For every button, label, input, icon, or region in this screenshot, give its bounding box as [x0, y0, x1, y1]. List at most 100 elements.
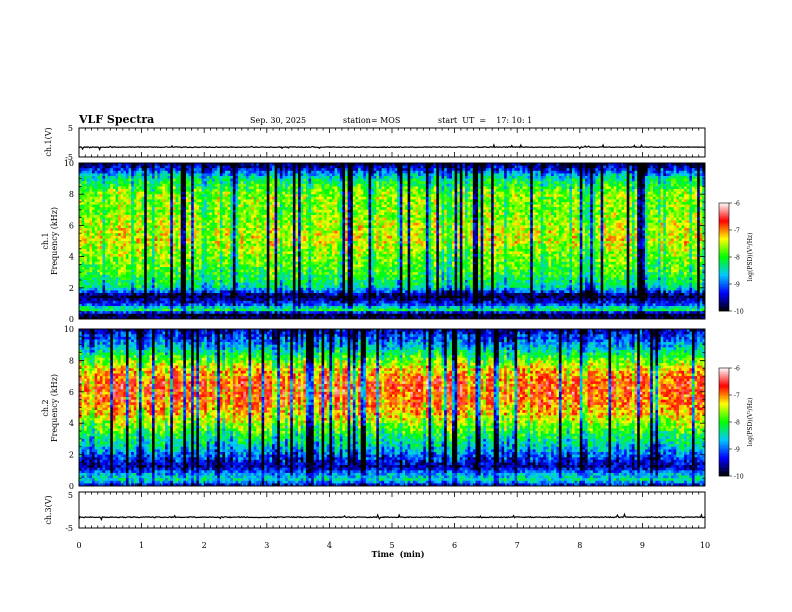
- spectrogram-cell: [217, 316, 221, 320]
- spectrogram-cell: [217, 303, 221, 307]
- spectrogram-cell: [144, 217, 148, 221]
- spectrogram-cell: [84, 176, 88, 179]
- spectrogram-cell: [154, 246, 158, 250]
- spectrogram-cell: [219, 293, 223, 296]
- spectrogram-cell: [178, 306, 182, 309]
- spectrogram-cell: [185, 269, 189, 273]
- spectrogram-cell: [222, 181, 226, 185]
- spectrogram-cell: [274, 222, 278, 226]
- spectrogram-cell: [285, 251, 289, 255]
- spectrogram-cell: [146, 183, 150, 187]
- spectrogram-cell: [118, 220, 122, 224]
- spectrogram-cell: [264, 274, 268, 278]
- spectrogram-cell: [167, 209, 171, 213]
- spectrogram-cell: [219, 204, 223, 208]
- spectrogram-cell: [232, 277, 236, 281]
- spectrogram-cell: [251, 233, 255, 237]
- spectrogram-cell: [185, 303, 189, 307]
- spectrogram-cell: [282, 287, 286, 291]
- spectrogram-cell: [230, 220, 234, 224]
- spectrogram-cell: [227, 272, 231, 276]
- spectrogram-cell: [167, 267, 171, 270]
- spectrogram-cell: [180, 277, 184, 281]
- spectrogram-cell: [165, 241, 169, 244]
- spectrogram-cell: [170, 199, 174, 203]
- spectrogram-cell: [206, 209, 210, 213]
- spectrogram-cell: [141, 256, 145, 260]
- spectrogram-cell: [261, 233, 265, 237]
- spectrogram-cell: [185, 264, 189, 268]
- spectrogram-cell: [240, 303, 244, 307]
- spectrogram-cell: [102, 256, 106, 260]
- spectrogram-cell: [185, 241, 189, 244]
- spectrogram-cell: [212, 243, 216, 247]
- spectrogram-cell: [196, 272, 200, 276]
- spectrogram-cell: [157, 238, 161, 242]
- spectrogram-cell: [204, 191, 208, 195]
- spectrogram-cell: [222, 173, 226, 177]
- spectrogram-cell: [118, 209, 122, 213]
- spectrogram-cell: [144, 261, 148, 265]
- spectrogram-cell: [159, 313, 163, 317]
- spectrogram-cell: [227, 259, 231, 263]
- spectrogram-cell: [248, 256, 252, 260]
- spectrogram-cell: [154, 290, 158, 294]
- spectrogram-cell: [282, 176, 286, 179]
- spectrogram-cell: [79, 313, 83, 317]
- spectrogram-cell: [89, 209, 93, 213]
- spectrogram-cell: [209, 186, 213, 190]
- spectrogram-cell: [84, 306, 88, 309]
- spectrogram-cell: [235, 168, 239, 172]
- spectrogram-cell: [201, 173, 205, 177]
- spectrogram-cell: [261, 230, 265, 234]
- spectrogram-cell: [165, 238, 169, 242]
- spectrogram-cell: [204, 209, 208, 213]
- spectrogram-cell: [258, 186, 262, 190]
- spectrogram-cell: [238, 189, 242, 192]
- spectrogram-cell: [222, 306, 226, 309]
- spectrogram-cell: [264, 272, 268, 276]
- spectrogram-cell: [214, 202, 218, 205]
- spectrogram-cell: [212, 209, 216, 213]
- spectrogram-cell: [167, 295, 171, 299]
- spectrogram-cell: [209, 261, 213, 265]
- spectrogram-cell: [172, 228, 176, 231]
- spectrogram-cell: [274, 181, 278, 185]
- spectrogram-cell: [99, 204, 103, 208]
- spectrogram-cell: [79, 280, 83, 283]
- spectrogram-cell: [240, 293, 244, 296]
- spectrogram-cell: [279, 173, 283, 177]
- spectrogram-cell: [230, 170, 234, 174]
- spectrogram-cell: [167, 316, 171, 320]
- spectrogram-cell: [79, 222, 83, 226]
- spectrogram-cell: [206, 248, 210, 252]
- spectrogram-cell: [264, 199, 268, 203]
- spectrogram-cell: [123, 251, 127, 255]
- spectrogram-cell: [279, 238, 283, 242]
- spectrogram-cell: [159, 274, 163, 278]
- spectrogram-cell: [198, 196, 202, 200]
- ch1-waveform-panel: 5 -5 ch.1(V): [44, 124, 706, 162]
- spectrogram-cell: [89, 300, 93, 304]
- spectrogram-cell: [264, 269, 268, 273]
- spectrogram-cell: [248, 186, 252, 190]
- spectrogram-cell: [248, 295, 252, 299]
- spectrogram-cell: [272, 217, 276, 221]
- spectrogram-cell: [94, 303, 98, 307]
- spectrogram-cell: [277, 220, 281, 224]
- spectrogram-cell: [172, 189, 176, 192]
- spectrogram-cell: [133, 212, 137, 216]
- spectrogram-cell: [235, 183, 239, 187]
- spectrogram-cell: [97, 181, 101, 185]
- spectrogram-cell: [136, 280, 140, 283]
- spectrogram-cell: [183, 311, 187, 315]
- spectrogram-cell: [152, 215, 156, 218]
- spectrogram-cell: [258, 243, 262, 247]
- spectrogram-cell: [144, 225, 148, 229]
- spectrogram-cell: [282, 165, 286, 169]
- spectrogram-cell: [152, 300, 156, 304]
- spectrogram-cell: [157, 285, 161, 289]
- spectrogram-cell: [92, 246, 96, 250]
- spectrogram-cell: [102, 204, 106, 208]
- spectrogram-cell: [162, 303, 166, 307]
